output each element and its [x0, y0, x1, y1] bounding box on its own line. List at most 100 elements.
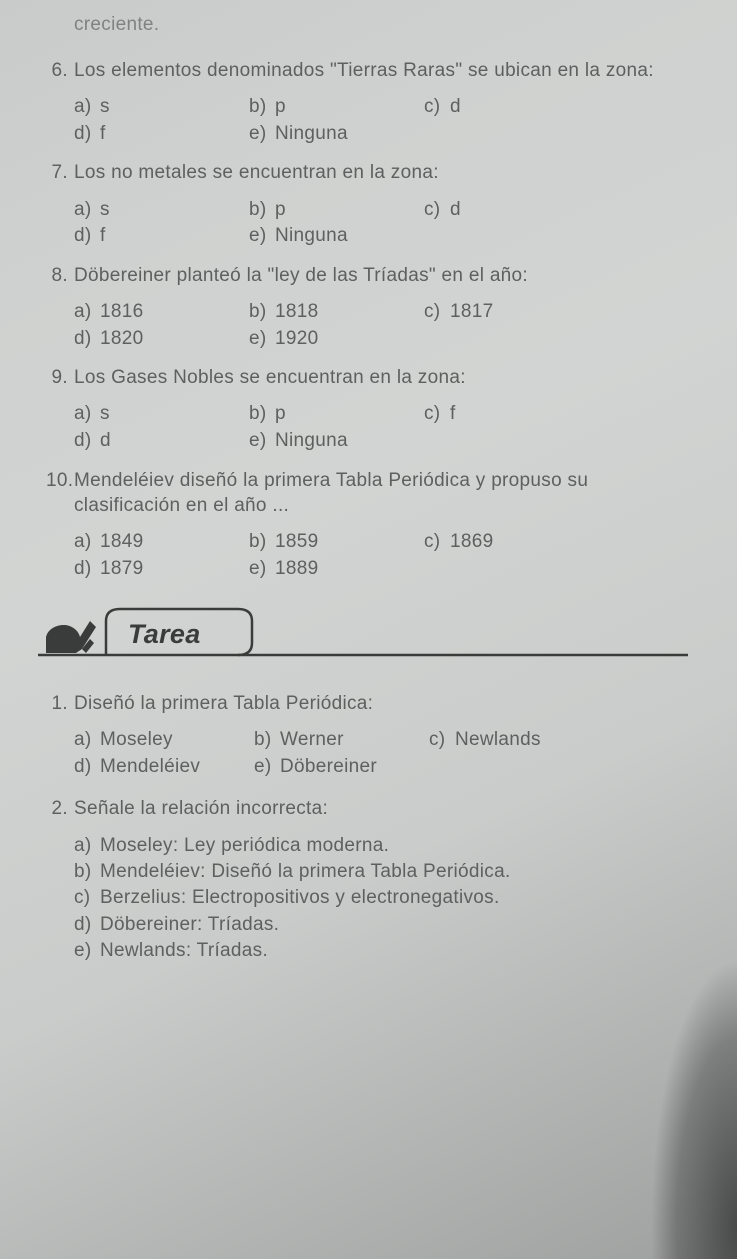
- question-text: Mendeléiev diseñó la primera Tabla Perió…: [74, 468, 701, 518]
- option-value: Ninguna: [275, 429, 424, 454]
- option-value: Berzelius: Electropositivos y electroneg…: [100, 885, 701, 911]
- options-grid: a)1816 b)1818 c)1817 d)1820 e)1920: [74, 300, 701, 351]
- option-value: f: [100, 224, 249, 249]
- option-label: b): [249, 300, 275, 325]
- option-label: a): [74, 95, 100, 120]
- option-value: Mendeléiev: [100, 755, 254, 780]
- options-grid: a)Moseley b)Werner c)Newlands d)Mendeléi…: [74, 728, 701, 779]
- options-grid: a)1849 b)1859 c)1869 d)1879 e)1889: [74, 530, 701, 581]
- option-a: a)1849: [74, 530, 249, 555]
- option-b: b)p: [249, 402, 424, 427]
- option-label: d): [74, 912, 100, 938]
- option-value: p: [275, 95, 424, 120]
- option-label: c): [424, 530, 450, 555]
- option-d: d)1879: [74, 557, 249, 582]
- question-6: 6. Los elementos denominados "Tierras Ra…: [46, 58, 701, 146]
- option-label: a): [74, 833, 100, 859]
- options-grid: a)s b)p c)f d)d e)Ninguna: [74, 402, 701, 453]
- option-e: e)Ninguna: [249, 429, 424, 454]
- option-value: Newlands: [455, 728, 604, 753]
- option-label: e): [249, 224, 275, 249]
- option-b: b)Mendeléiev: Diseñó la primera Tabla Pe…: [74, 859, 701, 885]
- option-value: Ninguna: [275, 122, 424, 147]
- option-label: b): [74, 859, 100, 885]
- option-label: a): [74, 198, 100, 223]
- option-label: c): [424, 198, 450, 223]
- option-e: e)Ninguna: [249, 224, 424, 249]
- question-8: 8. Döbereiner planteó la "ley de las Trí…: [46, 263, 701, 351]
- option-c: c)Berzelius: Electropositivos y electron…: [74, 885, 701, 911]
- question-number: 8.: [46, 263, 74, 288]
- option-d: d)f: [74, 122, 249, 147]
- option-d: d)Mendeléiev: [74, 755, 254, 780]
- question-number: 6.: [46, 58, 74, 83]
- option-label: c): [424, 95, 450, 120]
- option-label: c): [424, 300, 450, 325]
- option-e: e)Ninguna: [249, 122, 424, 147]
- option-b: b)Werner: [254, 728, 429, 753]
- question-number: 2.: [46, 796, 74, 821]
- tarea-graphic-icon: Tarea: [38, 603, 688, 665]
- option-c: c)d: [424, 95, 599, 120]
- option-label: d): [74, 224, 100, 249]
- option-value: Moseley: [100, 728, 254, 753]
- option-label: a): [74, 402, 100, 427]
- option-label: d): [74, 557, 100, 582]
- option-a: a)1816: [74, 300, 249, 325]
- option-value: s: [100, 402, 249, 427]
- option-label: c): [74, 885, 100, 911]
- options-grid: a)s b)p c)d d)f e)Ninguna: [74, 198, 701, 249]
- option-label: b): [249, 198, 275, 223]
- option-e: e)1920: [249, 327, 424, 352]
- option-label: e): [249, 122, 275, 147]
- option-d: d)Döbereiner: Tríadas.: [74, 912, 701, 938]
- option-a: a)Moseley: Ley periódica moderna.: [74, 833, 701, 859]
- option-value: 1818: [275, 300, 424, 325]
- question-text: Los Gases Nobles se encuentran en la zon…: [74, 365, 701, 390]
- option-value: 1889: [275, 557, 424, 582]
- option-e: e)Newlands: Tríadas.: [74, 938, 701, 964]
- option-c: c)f: [424, 402, 599, 427]
- option-value: d: [100, 429, 249, 454]
- option-value: d: [450, 95, 599, 120]
- option-b: b)1859: [249, 530, 424, 555]
- option-value: Döbereiner: Tríadas.: [100, 912, 701, 938]
- option-label: d): [74, 327, 100, 352]
- option-value: f: [100, 122, 249, 147]
- question-number: 10.: [46, 468, 74, 493]
- option-value: 1820: [100, 327, 249, 352]
- option-label: e): [74, 938, 100, 964]
- option-e: e)1889: [249, 557, 424, 582]
- option-label: b): [249, 402, 275, 427]
- partial-prev-line: creciente.: [74, 14, 701, 36]
- question-text: Los no metales se encuentran en la zona:: [74, 160, 701, 185]
- question-text: Döbereiner planteó la "ley de las Tríada…: [74, 263, 701, 288]
- tarea-header: Tarea: [38, 603, 701, 665]
- option-c: c)1817: [424, 300, 599, 325]
- option-a: a)s: [74, 95, 249, 120]
- option-value: 1859: [275, 530, 424, 555]
- option-value: 1816: [100, 300, 249, 325]
- option-d: d)1820: [74, 327, 249, 352]
- option-b: b)1818: [249, 300, 424, 325]
- option-label: d): [74, 122, 100, 147]
- option-label: e): [249, 429, 275, 454]
- option-label: a): [74, 530, 100, 555]
- question-text: Los elementos denominados "Tierras Raras…: [74, 58, 701, 83]
- option-label: e): [249, 327, 275, 352]
- option-label: d): [74, 429, 100, 454]
- option-value: d: [450, 198, 599, 223]
- option-d: d)f: [74, 224, 249, 249]
- option-value: Ninguna: [275, 224, 424, 249]
- option-a: a)s: [74, 198, 249, 223]
- option-label: c): [424, 402, 450, 427]
- option-value: Döbereiner: [280, 755, 429, 780]
- option-label: c): [429, 728, 455, 753]
- question-text: Señale la relación incorrecta:: [74, 796, 701, 821]
- option-value: s: [100, 198, 249, 223]
- option-b: b)p: [249, 198, 424, 223]
- option-value: Moseley: Ley periódica moderna.: [100, 833, 701, 859]
- option-label: a): [74, 728, 100, 753]
- options-grid: a)s b)p c)d d)f e)Ninguna: [74, 95, 701, 146]
- question-7: 7. Los no metales se encuentran en la zo…: [46, 160, 701, 248]
